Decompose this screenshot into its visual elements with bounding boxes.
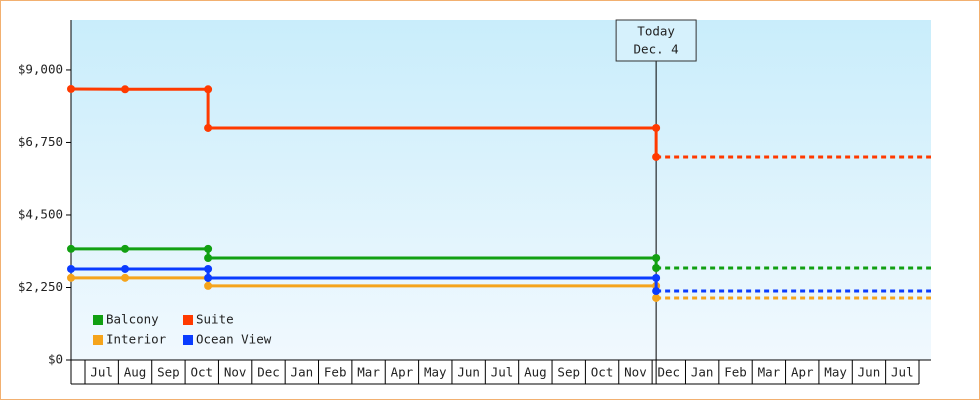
data-point (204, 85, 213, 94)
x-tick-label: Apr (791, 365, 814, 380)
data-point (121, 273, 130, 282)
y-tick-label: $6,750 (18, 134, 63, 149)
data-point (121, 85, 130, 94)
today-label: Today (637, 24, 675, 39)
data-point (204, 254, 213, 262)
x-tick-label: Sep (557, 365, 580, 380)
data-point (652, 273, 661, 282)
y-tick-label: $0 (48, 352, 63, 367)
data-point (121, 244, 130, 253)
data-point (204, 264, 213, 273)
series-line (70, 87, 658, 157)
legend-label: Interior (106, 332, 167, 347)
x-tick-label: Jun (457, 365, 480, 380)
legend-label: Balcony (106, 312, 159, 327)
x-tick-label: Oct (591, 365, 614, 380)
data-point (652, 254, 661, 262)
data-point (67, 264, 75, 273)
data-point (204, 244, 213, 253)
plot-area (71, 20, 931, 360)
legend-swatch (183, 335, 193, 345)
x-tick-label: Feb (724, 365, 747, 380)
x-tick-label: Apr (391, 365, 414, 380)
x-tick-label: Dec (257, 365, 280, 380)
x-tick-label: Jul (491, 365, 514, 380)
x-tick-label: May (424, 365, 447, 380)
x-tick-label: Aug (524, 365, 547, 380)
data-point (204, 123, 213, 132)
x-tick-label: Oct (190, 365, 213, 380)
x-tick-label: Mar (357, 365, 380, 380)
x-tick-label: Jul (891, 365, 914, 380)
y-tick-label: $9,000 (18, 61, 63, 76)
today-label: Dec. 4 (634, 42, 679, 57)
x-tick-label: Jul (90, 365, 113, 380)
data-point (67, 273, 75, 282)
data-point (652, 287, 661, 296)
x-tick-label: Nov (224, 365, 247, 380)
data-point (652, 123, 661, 132)
data-point (204, 281, 213, 290)
data-point (121, 264, 130, 273)
x-tick-label: Jan (291, 365, 314, 380)
legend-swatch (93, 315, 103, 325)
legend-label: Ocean View (196, 332, 272, 347)
x-tick-label: Jun (858, 365, 881, 380)
x-tick-label: Jan (691, 365, 714, 380)
x-tick-label: Aug (124, 365, 147, 380)
legend-label: Suite (196, 312, 234, 327)
x-tick-label: May (824, 365, 847, 380)
x-tick-label: Nov (624, 365, 647, 380)
y-tick-label: $4,500 (18, 206, 63, 221)
data-point (67, 84, 75, 93)
x-tick-label: Feb (324, 365, 347, 380)
today-box (615, 19, 697, 62)
legend-swatch (183, 315, 193, 325)
data-point (67, 244, 75, 253)
x-tick-label: Mar (758, 365, 781, 380)
legend-swatch (93, 335, 103, 345)
data-point (652, 263, 661, 272)
data-point (652, 152, 661, 161)
y-tick-label: $2,250 (18, 279, 63, 294)
data-point (652, 293, 661, 302)
data-point (204, 273, 213, 282)
x-tick-label: Dec (658, 365, 681, 380)
x-tick-label: Sep (157, 365, 180, 380)
